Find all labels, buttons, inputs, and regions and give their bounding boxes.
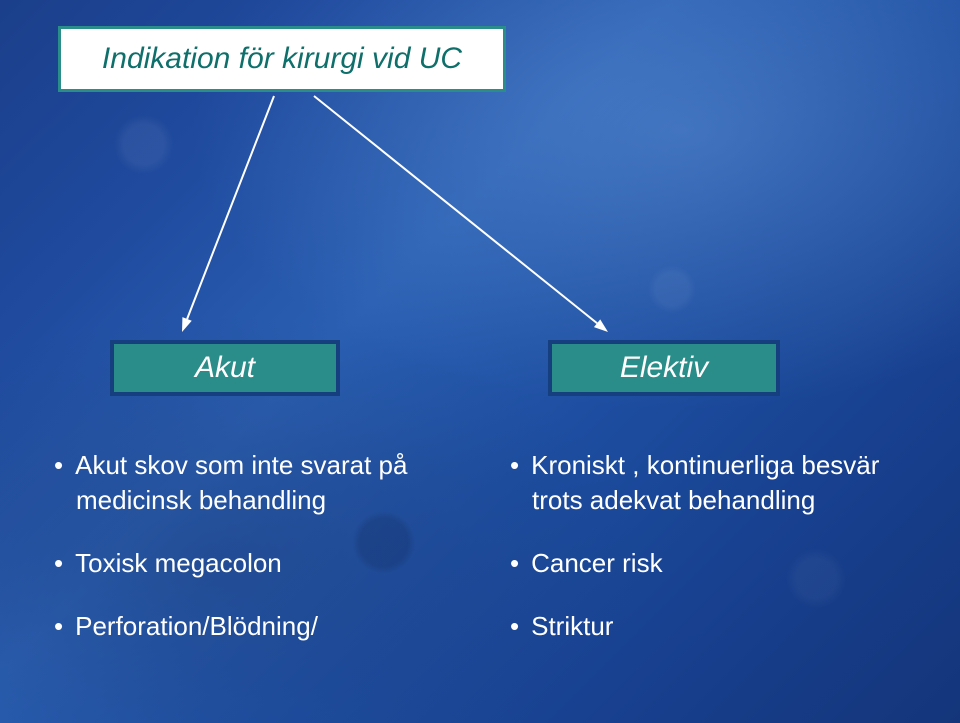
title-box: Indikation för kirurgi vid UC <box>58 26 506 92</box>
bullet-item: Cancer risk <box>510 546 930 581</box>
branch-box-elektiv: Elektiv <box>548 340 780 396</box>
branch-box-akut: Akut <box>110 340 340 396</box>
bullet-item: Toxisk megacolon <box>54 546 454 581</box>
bullet-list-akut: Akut skov som inte svarat på medicinsk b… <box>54 448 454 672</box>
branch-label-akut: Akut <box>195 351 255 385</box>
bullet-list-elektiv: Kroniskt , kontinuerliga besvär trots ad… <box>510 448 930 672</box>
bullet-item: Kroniskt , kontinuerliga besvär trots ad… <box>510 448 930 518</box>
bullet-item: Striktur <box>510 609 930 644</box>
bullet-item: Perforation/Blödning/ <box>54 609 454 644</box>
branch-label-elektiv: Elektiv <box>620 351 708 385</box>
title-text: Indikation för kirurgi vid UC <box>102 42 462 76</box>
bullet-item: Akut skov som inte svarat på medicinsk b… <box>54 448 454 518</box>
